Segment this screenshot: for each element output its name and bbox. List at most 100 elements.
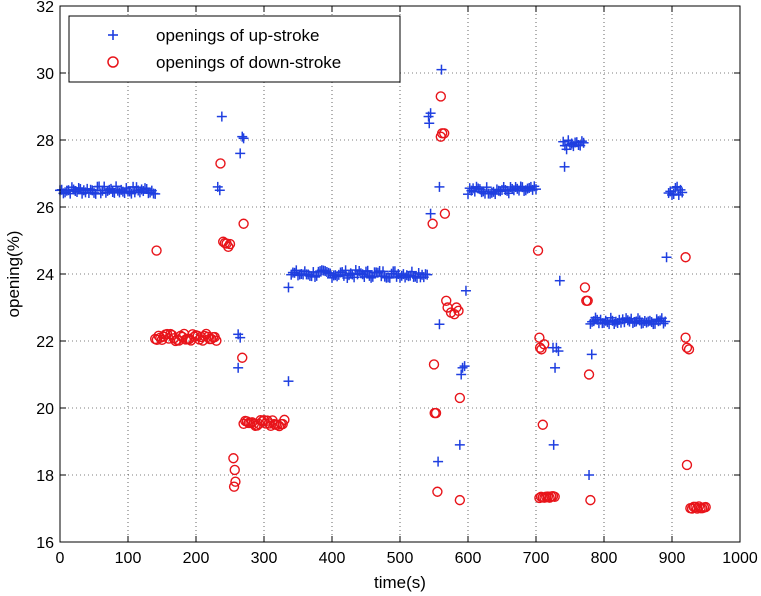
up-stroke-point	[424, 118, 435, 129]
up-stroke-point	[559, 161, 570, 172]
up-stroke-point	[456, 369, 467, 380]
x-axis-label: time(s)	[374, 573, 426, 592]
up-stroke-point	[531, 184, 541, 195]
down-stroke-point	[542, 491, 554, 502]
up-stroke-point	[670, 182, 681, 193]
y-tick-label: 32	[36, 0, 54, 16]
up-stroke-point	[216, 111, 227, 122]
up-stroke-point	[553, 346, 564, 357]
down-stroke-point	[228, 453, 239, 464]
up-stroke-point	[425, 208, 436, 219]
up-stroke-point	[366, 272, 377, 283]
y-tick-label: 18	[36, 468, 54, 485]
up-stroke-point	[576, 136, 587, 147]
up-stroke-point	[359, 272, 370, 283]
up-stroke-point	[658, 318, 669, 329]
up-stroke-point	[238, 133, 249, 144]
down-stroke-point	[700, 501, 711, 513]
down-stroke-point	[215, 158, 226, 169]
up-stroke-point	[140, 183, 150, 194]
down-stroke-point	[534, 332, 545, 343]
down-stroke-point	[229, 464, 240, 476]
down-stroke-point	[532, 245, 544, 256]
y-tick-label: 30	[36, 66, 54, 83]
legend-marker-up	[108, 30, 118, 40]
down-stroke-point	[536, 344, 547, 355]
y-tick-label: 16	[36, 535, 54, 552]
plot-frame	[59, 5, 741, 543]
legend-marker-down	[107, 56, 119, 68]
down-stroke-point	[428, 359, 440, 370]
up-stroke-point	[436, 64, 447, 75]
up-stroke-point	[235, 332, 246, 343]
down-stroke-point	[432, 486, 443, 497]
down-stroke-point	[453, 305, 464, 317]
down-stroke-point	[538, 339, 550, 350]
down-stroke-point	[454, 494, 466, 506]
y-tick-label: 24	[36, 267, 54, 284]
down-stroke-point	[151, 245, 162, 256]
down-stroke-point	[549, 491, 560, 503]
down-stroke-point	[230, 476, 241, 487]
x-tick-label: 0	[56, 550, 65, 567]
up-stroke-point	[578, 137, 589, 148]
up-stroke-point	[590, 312, 601, 323]
up-stroke-point	[677, 187, 688, 198]
legend: openings of up-stroke openings of down-s…	[68, 15, 401, 83]
up-stroke-point	[586, 349, 597, 360]
down-stroke-point	[439, 208, 451, 219]
up-stroke-point	[111, 181, 122, 192]
down-stroke-point	[681, 342, 693, 353]
x-tick-label: 800	[591, 550, 618, 567]
x-tick-label: 400	[319, 550, 346, 567]
x-axis-ticks: 0 100 200 300 400 500 600 700 800 900 1000	[56, 6, 758, 567]
x-tick-label: 500	[387, 550, 414, 567]
up-stroke-point	[633, 313, 643, 324]
down-stroke-point	[680, 332, 691, 343]
up-stroke-point	[233, 362, 244, 373]
up-stroke-point	[406, 266, 417, 277]
down-stroke-point	[439, 128, 450, 139]
up-stroke-point	[422, 269, 433, 280]
up-stroke-point	[362, 265, 373, 276]
down-stroke-point	[582, 295, 593, 306]
down-stroke-point	[680, 252, 691, 263]
x-tick-label: 300	[251, 550, 278, 567]
up-stroke-point	[283, 376, 294, 387]
y-axis-ticks: 16 18 20 22 24 26 28 30 32	[36, 0, 740, 552]
y-tick-label: 28	[36, 133, 54, 150]
down-stroke-point	[683, 344, 695, 355]
up-stroke-point	[235, 148, 246, 159]
series-down-stroke	[149, 91, 711, 514]
down-stroke-point	[279, 414, 290, 426]
down-stroke-point	[441, 295, 452, 306]
up-stroke-point	[548, 439, 559, 450]
down-stroke-point	[585, 494, 596, 506]
up-stroke-point	[454, 439, 465, 450]
up-stroke-point	[378, 266, 388, 277]
y-axis-label: opening(%)	[4, 231, 23, 318]
up-stroke-point	[283, 282, 294, 293]
y-tick-label: 26	[36, 200, 54, 217]
down-stroke-point	[681, 459, 693, 471]
down-stroke-point	[224, 238, 236, 250]
down-stroke-point	[435, 91, 446, 102]
up-stroke-point	[584, 470, 595, 480]
up-stroke-point	[434, 319, 445, 330]
up-stroke-point	[384, 272, 395, 283]
legend-box	[68, 15, 401, 83]
up-stroke-point	[214, 185, 225, 196]
series-up-stroke	[55, 64, 688, 480]
up-stroke-point	[550, 362, 561, 373]
up-stroke-point	[434, 181, 445, 192]
down-stroke-point	[454, 392, 466, 404]
x-tick-label: 200	[183, 550, 210, 567]
down-stroke-point	[537, 419, 548, 430]
x-tick-label: 700	[523, 550, 550, 567]
x-tick-label: 1000	[722, 550, 758, 567]
down-stroke-point	[228, 481, 240, 492]
down-stroke-point	[579, 282, 591, 293]
up-stroke-point	[457, 362, 468, 373]
y-tick-label: 20	[36, 401, 54, 418]
